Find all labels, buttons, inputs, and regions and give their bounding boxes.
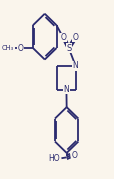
Text: S: S <box>66 44 71 53</box>
Text: HO: HO <box>48 154 59 163</box>
Text: O: O <box>72 33 78 42</box>
Text: O: O <box>60 33 66 42</box>
Text: O: O <box>71 151 77 160</box>
Text: N: N <box>63 85 69 94</box>
Text: CH₃: CH₃ <box>2 45 14 51</box>
Text: N: N <box>72 61 78 70</box>
Text: O: O <box>17 44 23 53</box>
